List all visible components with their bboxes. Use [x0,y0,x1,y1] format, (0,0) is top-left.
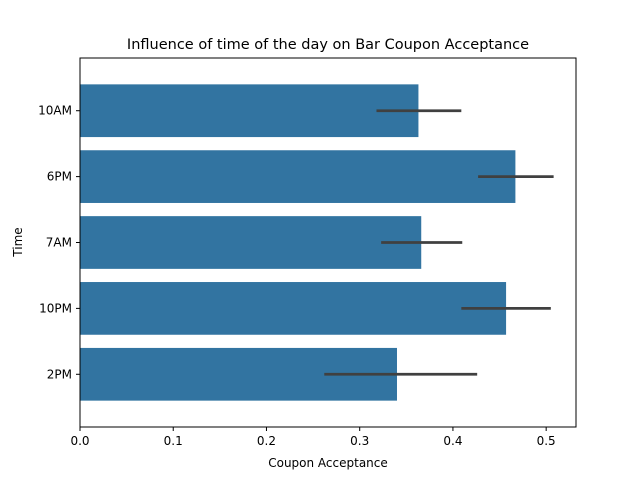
bar-6PM [80,150,516,203]
y-tick-label-2PM: 2PM [47,367,72,381]
y-tick-label-10PM: 10PM [39,301,72,315]
y-tick-label-10AM: 10AM [38,104,72,118]
x-axis-ticks: 0.0 0.1 0.2 0.3 0.4 0.5 [70,427,556,448]
x-tick-label-2: 0.2 [257,434,276,448]
chart-title: Influence of time of the day on Bar Coup… [127,37,529,53]
x-tick-label-0: 0.0 [70,434,89,448]
x-axis-label: Coupon Acceptance [268,456,388,470]
x-tick-label-4: 0.4 [443,434,462,448]
y-axis-ticks: 10AM 6PM 7AM 10PM 2PM [38,104,80,381]
bar-7AM [80,216,422,269]
x-tick-label-1: 0.1 [164,434,183,448]
x-tick-label-3: 0.3 [350,434,369,448]
y-tick-label-6PM: 6PM [47,170,72,184]
error-bars-layer [324,109,554,376]
y-axis-label: Time [11,227,25,257]
y-tick-label-7AM: 7AM [46,236,72,250]
bar-10AM [80,84,419,138]
x-tick-label-5: 0.5 [537,434,556,448]
bar-10PM [80,282,507,335]
